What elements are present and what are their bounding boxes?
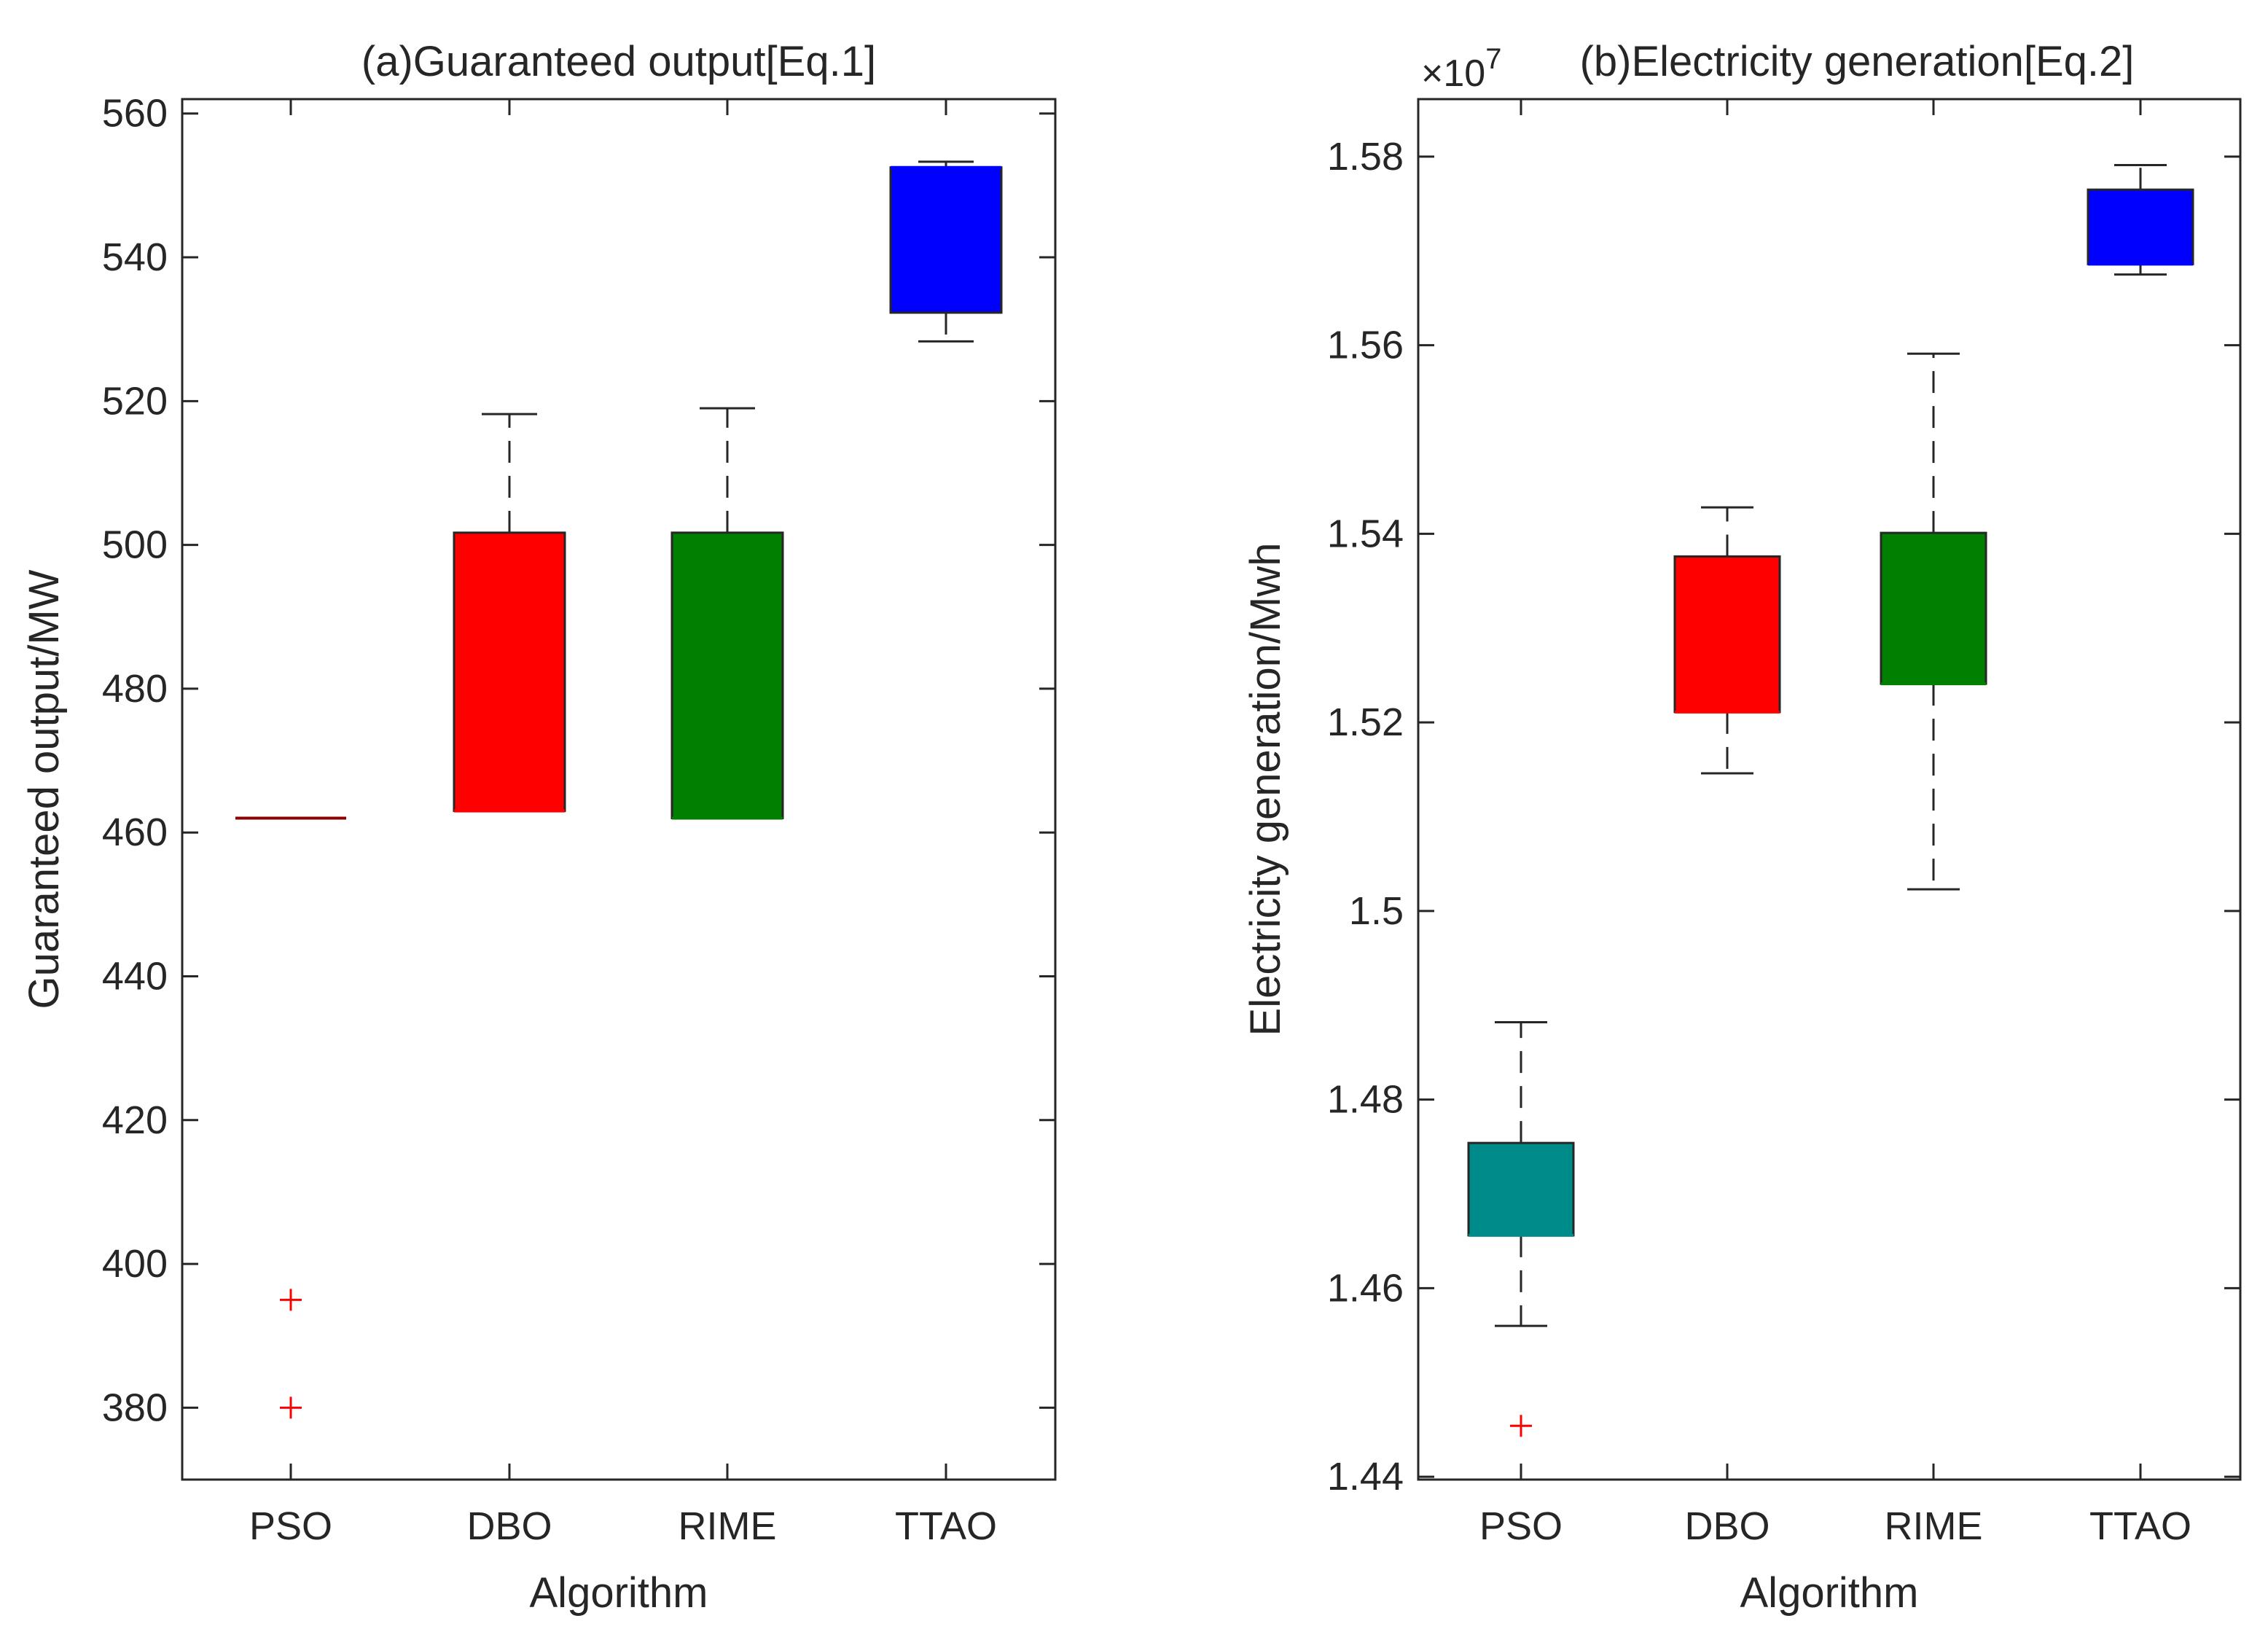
plot-area-a xyxy=(181,98,1057,1481)
y-tick-label: 560 xyxy=(102,92,168,136)
box-body xyxy=(670,531,784,819)
box-pso xyxy=(1467,1021,1575,1437)
y-tick-label: 540 xyxy=(102,235,168,279)
chart-title-a: (a)Guaranteed output[Eq.1] xyxy=(361,38,876,85)
box-body xyxy=(1467,1141,1575,1237)
box-body xyxy=(1673,555,1781,714)
y-tick-label: 400 xyxy=(102,1242,168,1286)
x-axis-ticks-b: PSO DBO RIME TTAO xyxy=(1479,99,2191,1548)
x-tick-label: PSO xyxy=(249,1504,332,1548)
y-tick-label: 420 xyxy=(102,1098,168,1142)
y-tick-label: 1.44 xyxy=(1327,1455,1404,1499)
y-axis-label-b: Electricity generation/Mwh xyxy=(1242,543,1289,1036)
outlier-marker xyxy=(1510,1415,1532,1437)
box-body xyxy=(453,531,566,813)
x-tick-label: TTAO xyxy=(2089,1504,2191,1548)
y-tick-label: 380 xyxy=(102,1386,168,1429)
box-rime xyxy=(670,407,784,820)
x-tick-label: DBO xyxy=(1684,1504,1770,1548)
x-tick-label: PSO xyxy=(1479,1504,1563,1548)
x-axis-label-b: Algorithm xyxy=(1740,1569,1919,1617)
y-tick-label: 1.58 xyxy=(1327,135,1404,179)
outlier-marker xyxy=(280,1396,302,1419)
y-tick-label: 460 xyxy=(102,810,168,854)
outlier-marker xyxy=(280,1289,302,1311)
boxes-b xyxy=(1467,164,2194,1437)
y-tick-label: 500 xyxy=(102,523,168,567)
box-dbo xyxy=(1673,506,1781,775)
y-tick-label: 1.48 xyxy=(1327,1078,1404,1122)
plot-area-b xyxy=(1417,98,2242,1481)
box-dbo xyxy=(453,413,566,813)
y-tick-label: 1.5 xyxy=(1349,889,1404,933)
y-axis-ticks-a: 380 400 420 440 460 480 500 520 540 560 xyxy=(102,92,1055,1429)
x-axis-label-a: Algorithm xyxy=(530,1569,708,1617)
box-body xyxy=(1880,531,1987,685)
chart-panel-a: (a)Guaranteed output[Eq.1] Algorithm Gua… xyxy=(20,38,1057,1617)
chart-panel-b: ×107 (b)Electricity generation[Eq.2] Alg… xyxy=(1242,38,2242,1617)
chart-title-b: (b)Electricity generation[Eq.2] xyxy=(1580,38,2135,85)
box-pso xyxy=(235,816,346,1419)
y-tick-label: 480 xyxy=(102,667,168,711)
y-tick-label: 1.52 xyxy=(1327,700,1404,744)
x-axis-ticks-a: PSO DBO RIME TTAO xyxy=(249,99,997,1548)
y-axis-ticks-b: 1.44 1.46 1.48 1.5 1.52 1.54 1.56 1.58 xyxy=(1327,135,2240,1499)
box-body xyxy=(2087,188,2194,265)
x-tick-label: DBO xyxy=(466,1504,552,1548)
boxes-a xyxy=(235,160,1003,1419)
x-tick-label: RIME xyxy=(679,1504,777,1548)
box-rime xyxy=(1880,352,1987,891)
y-tick-label: 1.54 xyxy=(1327,512,1404,555)
y-tick-label: 440 xyxy=(102,954,168,998)
y-tick-label: 1.46 xyxy=(1327,1266,1404,1310)
y-axis-label-a: Guaranteed output/MW xyxy=(20,569,68,1009)
y-axis-exponent-b: ×107 xyxy=(1421,43,1501,95)
box-ttao xyxy=(2087,164,2194,276)
y-tick-label: 1.56 xyxy=(1327,324,1404,367)
x-tick-label: TTAO xyxy=(895,1504,997,1548)
x-tick-label: RIME xyxy=(1885,1504,1983,1548)
y-tick-label: 520 xyxy=(102,379,168,423)
box-ttao xyxy=(889,160,1003,343)
box-body xyxy=(889,166,1003,314)
